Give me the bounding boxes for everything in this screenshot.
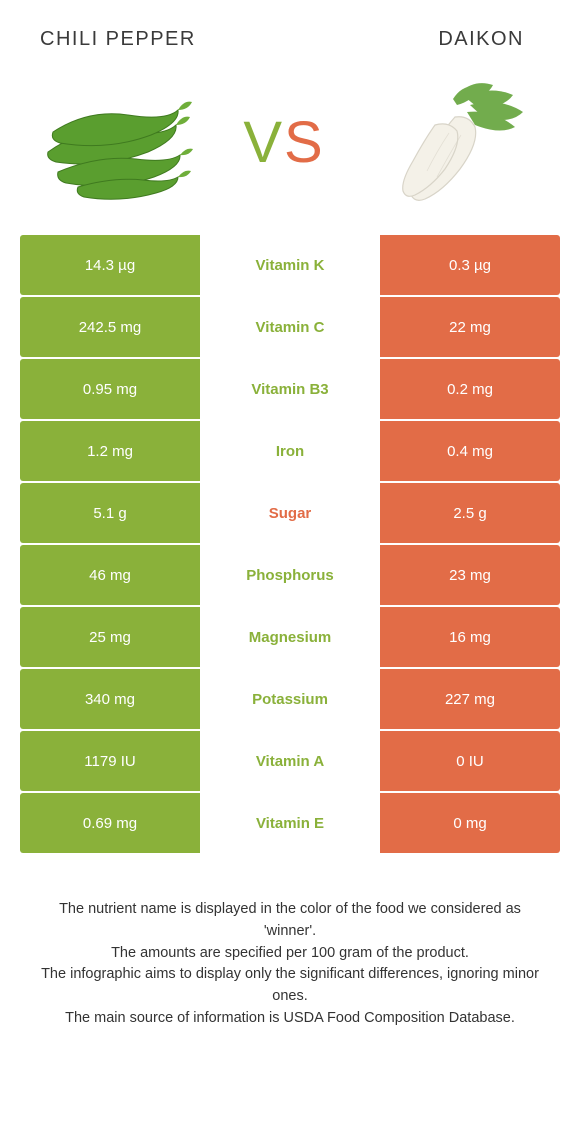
footnote-line: The amounts are specified per 100 gram o… — [36, 943, 544, 965]
footnote-line: The infographic aims to display only the… — [36, 964, 544, 1008]
table-row: 46 mgPhosphorus23 mg — [20, 545, 560, 605]
table-row: 25 mgMagnesium16 mg — [20, 607, 560, 667]
nutrient-label: Potassium — [200, 669, 380, 729]
table-row: 242.5 mgVitamin C22 mg — [20, 297, 560, 357]
value-right: 0.3 µg — [380, 235, 560, 295]
value-left: 1179 IU — [20, 731, 200, 791]
vs-s: S — [284, 110, 325, 175]
value-left: 340 mg — [20, 669, 200, 729]
value-right: 0 IU — [380, 731, 560, 791]
value-left: 5.1 g — [20, 483, 200, 543]
food-title-right: DAIKON — [438, 28, 524, 51]
value-left: 0.95 mg — [20, 359, 200, 419]
table-row: 0.95 mgVitamin B30.2 mg — [20, 359, 560, 419]
value-right: 0 mg — [380, 793, 560, 853]
footnote-line: The main source of information is USDA F… — [36, 1008, 544, 1030]
nutrient-label: Vitamin A — [200, 731, 380, 791]
food-title-left: CHILI PEPPER — [40, 28, 196, 51]
value-left: 46 mg — [20, 545, 200, 605]
header: CHILI PEPPER DAIKON — [0, 0, 580, 59]
value-left: 14.3 µg — [20, 235, 200, 295]
nutrient-label: Vitamin C — [200, 297, 380, 357]
value-right: 22 mg — [380, 297, 560, 357]
nutrient-label: Iron — [200, 421, 380, 481]
vs-row: VS — [0, 59, 580, 235]
table-row: 340 mgPotassium227 mg — [20, 669, 560, 729]
nutrient-label: Magnesium — [200, 607, 380, 667]
table-row: 14.3 µgVitamin K0.3 µg — [20, 235, 560, 295]
value-right: 23 mg — [380, 545, 560, 605]
value-right: 16 mg — [380, 607, 560, 667]
nutrient-label: Sugar — [200, 483, 380, 543]
chili-pepper-image — [28, 77, 203, 207]
value-left: 25 mg — [20, 607, 200, 667]
daikon-image — [365, 77, 540, 207]
nutrient-label: Vitamin K — [200, 235, 380, 295]
table-row: 5.1 gSugar2.5 g — [20, 483, 560, 543]
footnote: The nutrient name is displayed in the co… — [0, 855, 580, 1030]
value-left: 242.5 mg — [20, 297, 200, 357]
vs-label: VS — [243, 109, 324, 176]
table-row: 0.69 mgVitamin E0 mg — [20, 793, 560, 853]
value-right: 227 mg — [380, 669, 560, 729]
value-left: 0.69 mg — [20, 793, 200, 853]
table-row: 1179 IUVitamin A0 IU — [20, 731, 560, 791]
nutrient-table: 14.3 µgVitamin K0.3 µg242.5 mgVitamin C2… — [20, 235, 560, 853]
nutrient-label: Phosphorus — [200, 545, 380, 605]
value-right: 0.4 mg — [380, 421, 560, 481]
nutrient-label: Vitamin B3 — [200, 359, 380, 419]
value-left: 1.2 mg — [20, 421, 200, 481]
value-right: 2.5 g — [380, 483, 560, 543]
footnote-line: The nutrient name is displayed in the co… — [36, 899, 544, 943]
table-row: 1.2 mgIron0.4 mg — [20, 421, 560, 481]
vs-v: V — [243, 110, 284, 175]
nutrient-label: Vitamin E — [200, 793, 380, 853]
value-right: 0.2 mg — [380, 359, 560, 419]
